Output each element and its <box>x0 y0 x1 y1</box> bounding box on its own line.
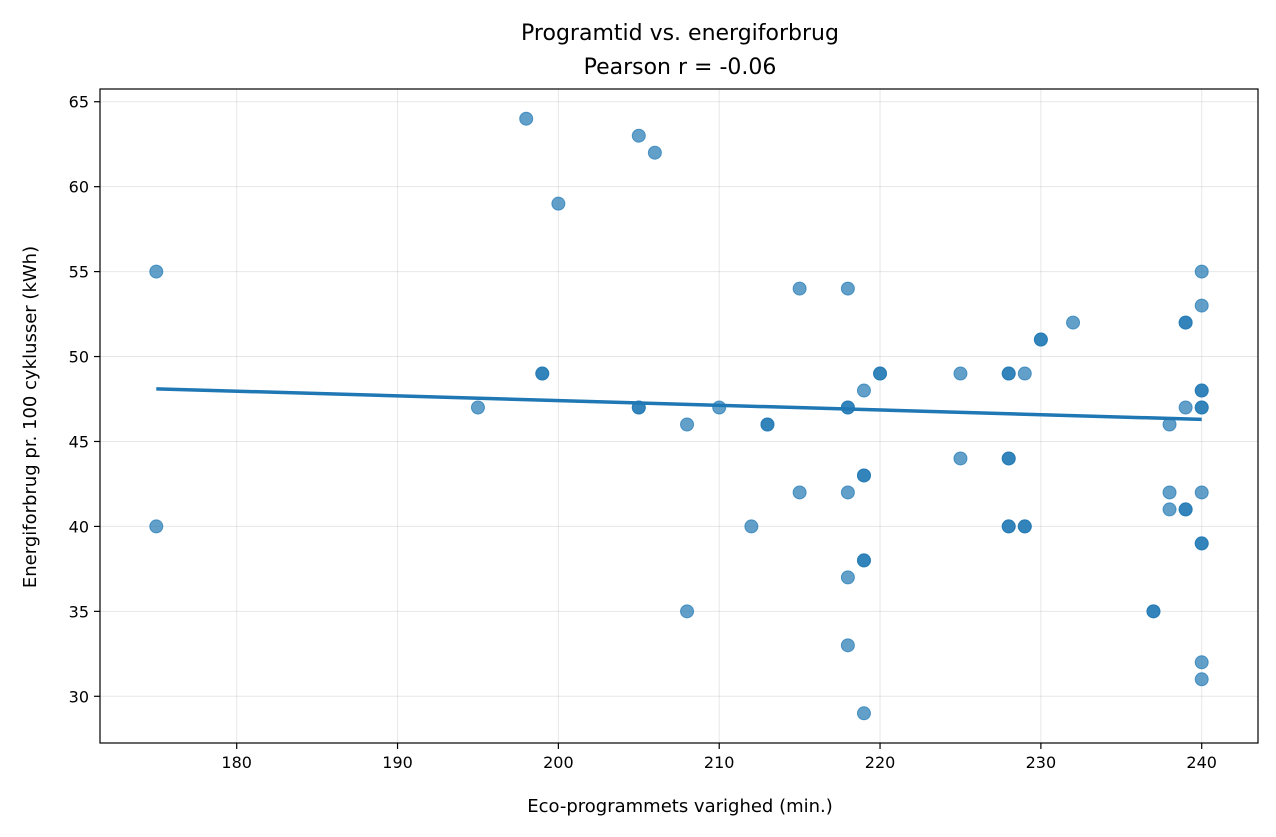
data-point <box>1194 298 1209 313</box>
data-point <box>1178 400 1193 415</box>
data-point <box>1194 264 1209 279</box>
y-tick-label: 35 <box>69 602 89 621</box>
data-point <box>1017 519 1032 534</box>
data-point <box>1178 315 1193 330</box>
data-points <box>149 111 1209 721</box>
data-point <box>149 264 164 279</box>
data-point <box>792 485 807 500</box>
data-point <box>953 451 968 466</box>
data-point <box>856 383 871 398</box>
data-point <box>1001 451 1016 466</box>
x-tick-label: 190 <box>382 753 413 772</box>
data-point <box>1162 502 1177 517</box>
data-point <box>840 281 855 296</box>
x-tick-label: 180 <box>221 753 252 772</box>
data-point <box>1017 366 1032 381</box>
x-tick-label: 240 <box>1186 753 1217 772</box>
data-point <box>1194 400 1209 415</box>
data-point <box>647 145 662 160</box>
data-point <box>1001 366 1016 381</box>
x-tick-label: 210 <box>704 753 735 772</box>
data-point <box>631 128 646 143</box>
y-tick-label: 45 <box>69 432 89 451</box>
data-point <box>1066 315 1081 330</box>
plot-frame <box>99 88 1259 744</box>
chart-title: Programtid vs. energiforbrug <box>521 21 839 46</box>
data-point <box>1178 502 1193 517</box>
axis-ticks: 180 190 200 210 220 230 240 30 35 40 45 50 55 60 65 <box>69 93 1217 772</box>
data-point <box>1194 485 1209 500</box>
data-point <box>1033 332 1048 347</box>
data-point <box>1194 672 1209 687</box>
x-tick-label: 220 <box>865 753 896 772</box>
data-point <box>535 366 550 381</box>
data-point <box>840 638 855 653</box>
data-point <box>680 417 695 432</box>
y-tick-label: 65 <box>69 93 89 112</box>
y-tick-label: 60 <box>69 178 89 197</box>
data-point <box>953 366 968 381</box>
x-axis-label: Eco-programmets varighed (min.) <box>527 796 833 817</box>
trend-line <box>156 387 1202 422</box>
data-point <box>856 468 871 483</box>
data-point <box>470 400 485 415</box>
y-tick-label: 55 <box>69 263 89 282</box>
data-point <box>551 196 566 211</box>
x-tick-label: 200 <box>543 753 574 772</box>
data-point <box>1162 485 1177 500</box>
chart-subtitle: Pearson r = -0.06 <box>584 55 777 80</box>
data-point <box>792 281 807 296</box>
data-point <box>1194 383 1209 398</box>
data-point <box>760 417 775 432</box>
data-point <box>744 519 759 534</box>
data-point <box>1146 604 1161 619</box>
data-point <box>712 400 727 415</box>
data-point <box>856 553 871 568</box>
data-point <box>1194 655 1209 670</box>
data-point <box>519 111 534 126</box>
data-point <box>1001 519 1016 534</box>
data-point <box>840 485 855 500</box>
data-point <box>149 519 164 534</box>
trend-line-group <box>156 387 1202 422</box>
y-axis-label: Energiforbrug pr. 100 cyklusser (kWh) <box>20 246 41 588</box>
data-point <box>856 706 871 721</box>
y-tick-label: 30 <box>69 687 89 706</box>
data-point <box>1194 536 1209 551</box>
data-point <box>680 604 695 619</box>
x-tick-label: 230 <box>1026 753 1057 772</box>
data-point <box>873 366 888 381</box>
data-point <box>840 570 855 585</box>
y-tick-label: 40 <box>69 517 89 536</box>
y-tick-label: 50 <box>69 348 89 367</box>
